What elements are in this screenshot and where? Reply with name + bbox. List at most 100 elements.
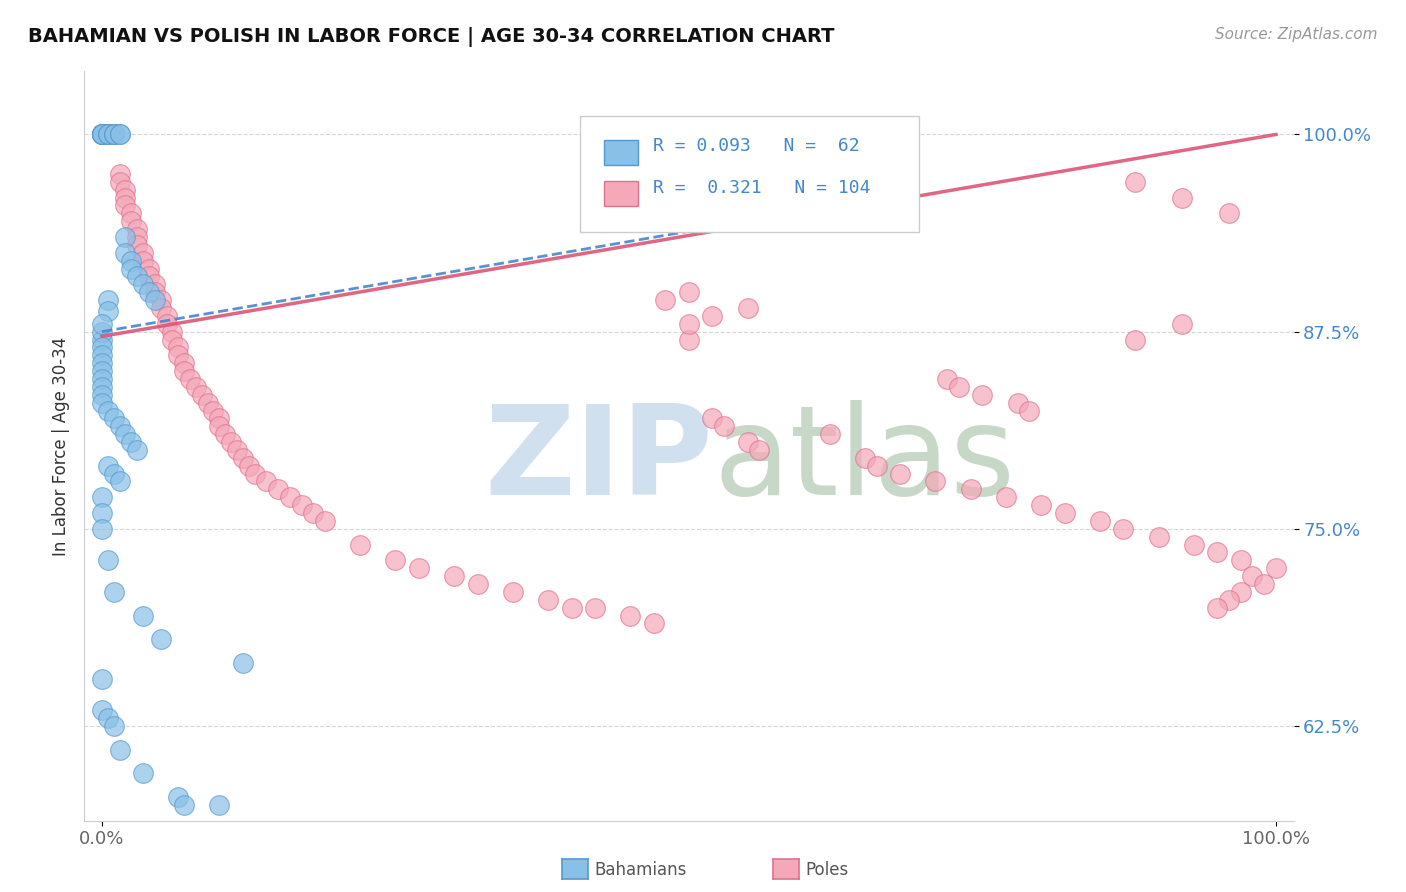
Point — [654, 293, 676, 307]
Point — [143, 277, 166, 292]
Point — [108, 742, 131, 756]
Point — [994, 490, 1017, 504]
Point — [1029, 498, 1052, 512]
Point — [149, 293, 172, 307]
Point — [1171, 317, 1194, 331]
Point — [1123, 333, 1146, 347]
Point — [91, 333, 114, 347]
Point — [91, 128, 114, 142]
Point — [103, 128, 125, 142]
Point — [97, 128, 120, 142]
Point — [1182, 538, 1205, 552]
Point — [889, 467, 911, 481]
Point — [138, 261, 160, 276]
Point — [1264, 561, 1286, 575]
Point — [91, 506, 114, 520]
Text: BAHAMIAN VS POLISH IN LABOR FORCE | AGE 30-34 CORRELATION CHART: BAHAMIAN VS POLISH IN LABOR FORCE | AGE … — [28, 27, 835, 46]
Point — [162, 325, 184, 339]
Point — [226, 442, 249, 457]
Point — [108, 175, 131, 189]
Point — [91, 703, 114, 717]
Point — [173, 364, 195, 378]
Point — [97, 458, 120, 473]
Point — [1206, 600, 1229, 615]
Point — [948, 380, 970, 394]
Point — [302, 506, 325, 520]
Point — [748, 442, 770, 457]
Point — [138, 269, 160, 284]
Text: Source: ZipAtlas.com: Source: ZipAtlas.com — [1215, 27, 1378, 42]
Text: Bahamians: Bahamians — [595, 861, 688, 879]
Point — [91, 128, 114, 142]
Point — [91, 128, 114, 142]
Point — [678, 285, 700, 300]
Point — [91, 395, 114, 409]
Point — [290, 498, 312, 512]
Point — [127, 442, 149, 457]
Point — [972, 388, 994, 402]
Point — [384, 553, 406, 567]
FancyBboxPatch shape — [605, 181, 638, 206]
Point — [127, 238, 149, 252]
Point — [190, 388, 212, 402]
Point — [91, 128, 114, 142]
Point — [91, 522, 114, 536]
Point — [232, 450, 254, 465]
Point — [91, 128, 114, 142]
Text: ZIP: ZIP — [485, 401, 713, 522]
Point — [155, 309, 177, 323]
Point — [184, 380, 207, 394]
Point — [91, 348, 114, 362]
Text: R =  0.321   N = 104: R = 0.321 N = 104 — [652, 178, 870, 196]
Point — [132, 608, 155, 623]
Point — [108, 128, 131, 142]
Point — [120, 253, 142, 268]
Text: Poles: Poles — [806, 861, 849, 879]
Point — [91, 128, 114, 142]
Point — [1053, 506, 1076, 520]
Point — [467, 577, 489, 591]
Point — [103, 128, 125, 142]
Point — [173, 356, 195, 370]
Point — [583, 600, 606, 615]
Point — [97, 304, 120, 318]
Point — [1218, 592, 1240, 607]
Point — [143, 293, 166, 307]
Point — [702, 411, 724, 425]
FancyBboxPatch shape — [605, 139, 638, 165]
Point — [114, 427, 136, 442]
Point — [103, 411, 125, 425]
Point — [114, 190, 136, 204]
Point — [91, 364, 114, 378]
Point — [443, 569, 465, 583]
Point — [232, 656, 254, 670]
Point — [91, 128, 114, 142]
Point — [1229, 585, 1251, 599]
Point — [502, 585, 524, 599]
Point — [114, 245, 136, 260]
Point — [561, 600, 583, 615]
Point — [1206, 545, 1229, 559]
Point — [91, 372, 114, 386]
Point — [132, 253, 155, 268]
Point — [97, 128, 120, 142]
Point — [936, 372, 959, 386]
Point — [202, 403, 225, 417]
Point — [162, 333, 184, 347]
Point — [349, 538, 371, 552]
Point — [108, 475, 131, 489]
Text: R = 0.093   N =  62: R = 0.093 N = 62 — [652, 137, 859, 155]
Point — [1171, 190, 1194, 204]
Point — [91, 380, 114, 394]
Point — [1147, 530, 1170, 544]
Point — [103, 719, 125, 733]
Point — [537, 592, 560, 607]
Point — [219, 435, 242, 450]
Point — [132, 277, 155, 292]
Point — [197, 395, 219, 409]
Point — [208, 797, 231, 812]
Point — [97, 553, 120, 567]
Point — [91, 128, 114, 142]
Point — [702, 309, 724, 323]
Point — [114, 183, 136, 197]
